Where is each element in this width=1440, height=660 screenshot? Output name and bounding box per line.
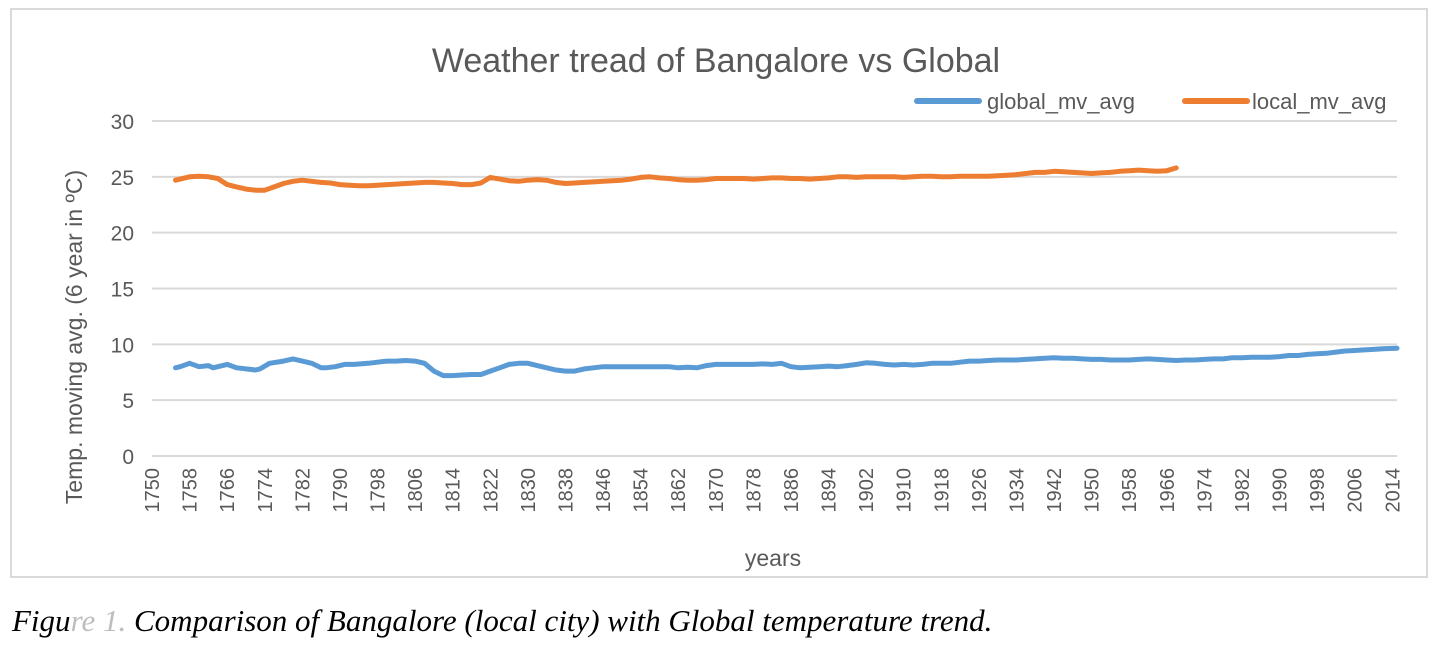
- caption-number: re 1.: [70, 603, 127, 638]
- x-tick-label: 1758: [180, 468, 202, 513]
- x-tick-label: 1790: [330, 468, 352, 513]
- x-tick-label: 1798: [368, 468, 390, 513]
- legend-label-global-mv-avg: global_mv_avg: [987, 89, 1135, 114]
- series-line-local-mv-avg: [173, 165, 1179, 193]
- figure-caption: Figure 1. Comparison of Bangalore (local…: [12, 603, 1412, 639]
- x-tick-label: 1918: [931, 468, 953, 513]
- x-tick-label: 1862: [668, 468, 690, 513]
- line-chart: Weather tread of Bangalore vs Global 0 5 1…: [61, 42, 1404, 571]
- x-tick-label: 1854: [631, 468, 653, 513]
- x-tick-label: 1870: [706, 468, 728, 513]
- x-tick-label: 2014: [1382, 468, 1404, 513]
- caption-text: Comparison of Bangalore (local city) wit…: [126, 603, 993, 638]
- x-tick-label: 1934: [1006, 468, 1028, 513]
- chart-title: Weather tread of Bangalore vs Global: [432, 42, 1000, 80]
- y-tick-label: 20: [111, 223, 134, 246]
- caption-prefix: Figu: [12, 603, 71, 638]
- x-tick-label: 1926: [969, 468, 991, 513]
- x-tick-label: 1766: [217, 468, 239, 513]
- x-tick-label: 1982: [1232, 468, 1254, 513]
- x-tick-label: 1894: [819, 468, 841, 513]
- x-tick-label: 2006: [1345, 468, 1367, 513]
- legend-label-local-mv-avg: local_mv_avg: [1252, 89, 1387, 114]
- x-tick-label: 1822: [480, 468, 502, 513]
- x-tick-label: 1774: [255, 468, 277, 513]
- y-tick-label: 25: [111, 167, 134, 190]
- x-tick-label: 1782: [292, 468, 314, 513]
- x-tick-label: 1966: [1157, 468, 1179, 513]
- x-tick-label: 1958: [1119, 468, 1141, 513]
- x-tick-label: 1830: [518, 468, 540, 513]
- x-tick-label: 1814: [443, 468, 465, 513]
- x-tick-label: 1846: [593, 468, 615, 513]
- y-tick-label: 10: [111, 334, 134, 357]
- x-tick-label: 1806: [405, 468, 427, 513]
- x-tick-label: 1878: [743, 468, 765, 513]
- x-tick-label: 1974: [1194, 468, 1216, 513]
- x-tick-label: 1998: [1307, 468, 1329, 513]
- x-tick-label: 1838: [555, 468, 577, 513]
- y-tick-label: 15: [111, 279, 134, 302]
- x-tick-label: 1886: [781, 468, 803, 513]
- series-line-global-mv-avg: [173, 345, 1400, 379]
- x-axis-label: years: [745, 545, 801, 571]
- x-tick-label: 1910: [894, 468, 916, 513]
- x-tick-label: 1950: [1082, 468, 1104, 513]
- y-tick-label: 0: [122, 446, 134, 469]
- x-tick-label: 1750: [142, 468, 164, 513]
- y-tick-label: 30: [111, 111, 134, 134]
- x-tick-label: 1990: [1270, 468, 1292, 513]
- y-axis-label: Temp. moving avg. (6 year in ºC): [61, 170, 87, 504]
- x-tick-label: 1942: [1044, 468, 1066, 513]
- chart-area: Weather tread of Bangalore vs Global 0 5 1…: [10, 8, 1428, 578]
- x-tick-label: 1902: [856, 468, 878, 513]
- y-tick-label: 5: [122, 390, 134, 413]
